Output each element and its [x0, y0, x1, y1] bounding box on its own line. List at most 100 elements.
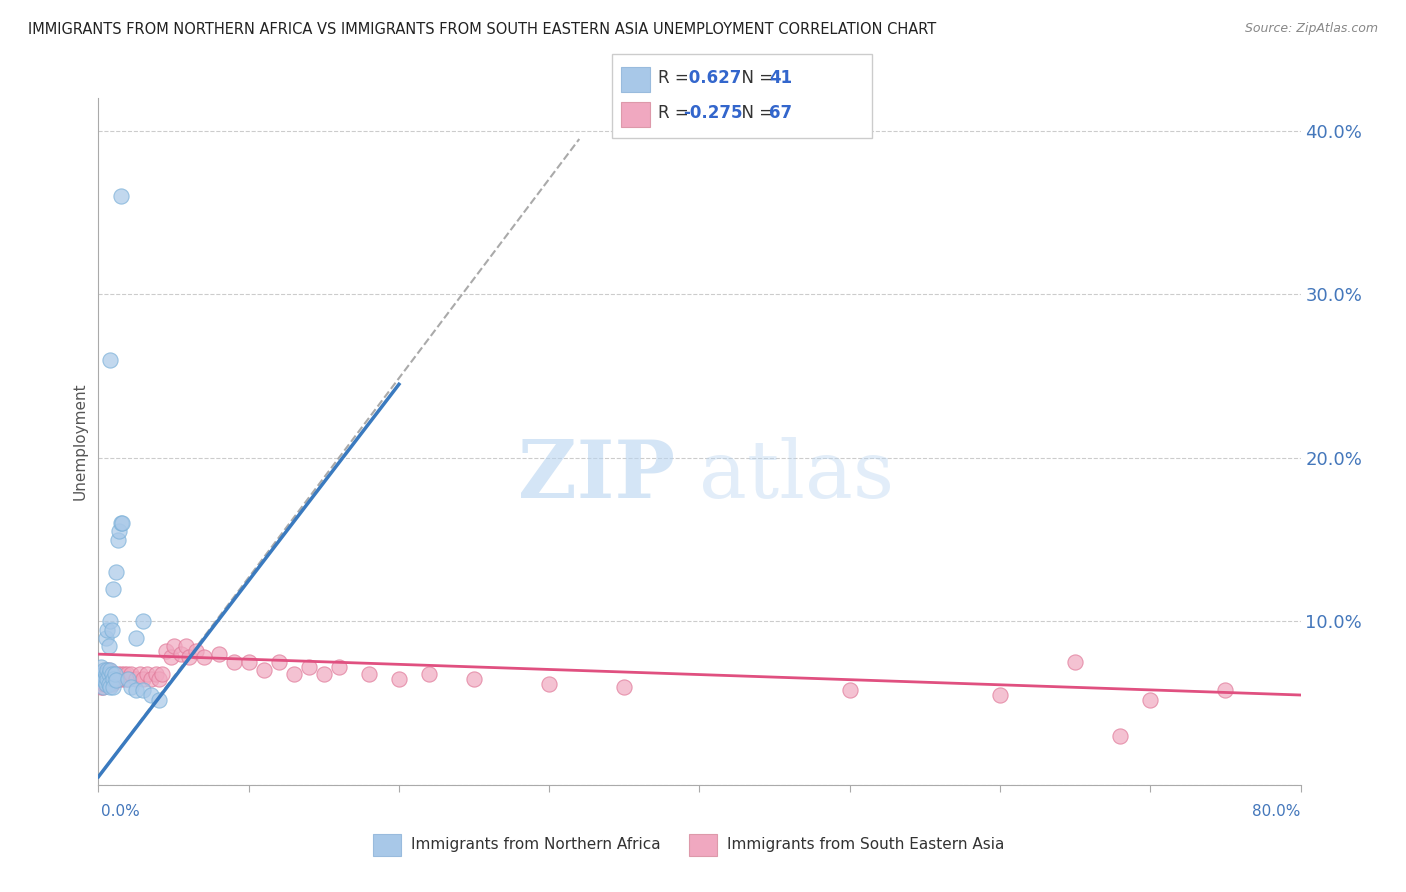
Point — [538, 676, 561, 690]
Point — [97, 666, 120, 681]
Point — [129, 666, 152, 681]
Point — [283, 666, 305, 681]
Point — [89, 666, 111, 681]
Text: 41: 41 — [769, 69, 792, 87]
Point — [357, 666, 380, 681]
Point — [121, 680, 143, 694]
Point — [267, 655, 290, 669]
Point — [114, 672, 136, 686]
Point — [238, 655, 260, 669]
Point — [93, 664, 115, 678]
Point — [222, 655, 245, 669]
Text: 67: 67 — [769, 104, 792, 122]
Y-axis label: Unemployment: Unemployment — [72, 383, 87, 500]
Point — [104, 666, 127, 681]
Point — [101, 666, 124, 681]
Point — [101, 666, 124, 681]
Point — [94, 631, 117, 645]
Point — [94, 664, 117, 678]
Point — [115, 666, 138, 681]
Point — [100, 676, 122, 690]
Point — [170, 647, 193, 661]
Point — [132, 683, 155, 698]
Point — [103, 582, 125, 596]
Point — [100, 680, 122, 694]
Point — [253, 664, 276, 678]
Point — [103, 666, 125, 681]
Text: Source: ZipAtlas.com: Source: ZipAtlas.com — [1244, 22, 1378, 36]
Point — [1109, 729, 1132, 743]
Point — [312, 666, 335, 681]
Text: R =: R = — [658, 104, 695, 122]
Point — [148, 672, 170, 686]
Text: Immigrants from South Eastern Asia: Immigrants from South Eastern Asia — [727, 838, 1004, 852]
Point — [174, 639, 197, 653]
Text: N =: N = — [731, 69, 779, 87]
Point — [162, 639, 184, 653]
Point — [159, 650, 181, 665]
Point — [1139, 693, 1161, 707]
Text: R =: R = — [658, 69, 695, 87]
Point — [101, 676, 124, 690]
Point — [125, 672, 148, 686]
Point — [132, 615, 155, 629]
Text: 0.0%: 0.0% — [101, 805, 141, 819]
Point — [139, 688, 162, 702]
Point — [94, 676, 117, 690]
Point — [298, 660, 321, 674]
Text: -0.275: -0.275 — [683, 104, 742, 122]
Point — [93, 676, 115, 690]
Text: IMMIGRANTS FROM NORTHERN AFRICA VS IMMIGRANTS FROM SOUTH EASTERN ASIA UNEMPLOYME: IMMIGRANTS FROM NORTHERN AFRICA VS IMMIG… — [28, 22, 936, 37]
Point — [100, 352, 122, 367]
Point — [97, 676, 120, 690]
Point — [838, 683, 860, 698]
Point — [97, 639, 120, 653]
Point — [328, 660, 350, 674]
Point — [100, 615, 122, 629]
Point — [105, 673, 128, 688]
Point — [1064, 655, 1087, 669]
Point — [94, 666, 117, 681]
Point — [107, 666, 129, 681]
Point — [1215, 683, 1237, 698]
Text: ZIP: ZIP — [519, 437, 675, 515]
Point — [94, 676, 117, 690]
Point — [105, 566, 128, 580]
Point — [108, 524, 131, 539]
Point — [97, 664, 120, 678]
Point — [97, 674, 120, 689]
Point — [121, 666, 143, 681]
Point — [418, 666, 440, 681]
Point — [96, 674, 118, 689]
Point — [90, 672, 112, 686]
Point — [184, 644, 207, 658]
Text: 80.0%: 80.0% — [1253, 805, 1301, 819]
Point — [96, 664, 118, 678]
Point — [111, 516, 134, 531]
Point — [988, 688, 1011, 702]
Point — [388, 672, 411, 686]
Text: atlas: atlas — [699, 437, 894, 515]
Point — [177, 650, 200, 665]
Point — [132, 672, 155, 686]
Text: 0.627: 0.627 — [683, 69, 742, 87]
Point — [125, 683, 148, 698]
Point — [110, 516, 132, 531]
Point — [139, 672, 162, 686]
Point — [613, 680, 636, 694]
Point — [117, 672, 139, 686]
Point — [91, 666, 114, 681]
Point — [112, 666, 135, 681]
Point — [110, 666, 132, 681]
Text: N =: N = — [731, 104, 779, 122]
Point — [108, 672, 131, 686]
Point — [117, 672, 139, 686]
Point — [135, 666, 157, 681]
Point — [208, 647, 231, 661]
Point — [110, 189, 132, 203]
Point — [107, 533, 129, 547]
Point — [91, 680, 114, 694]
Point — [101, 623, 124, 637]
Point — [125, 631, 148, 645]
Point — [155, 644, 177, 658]
